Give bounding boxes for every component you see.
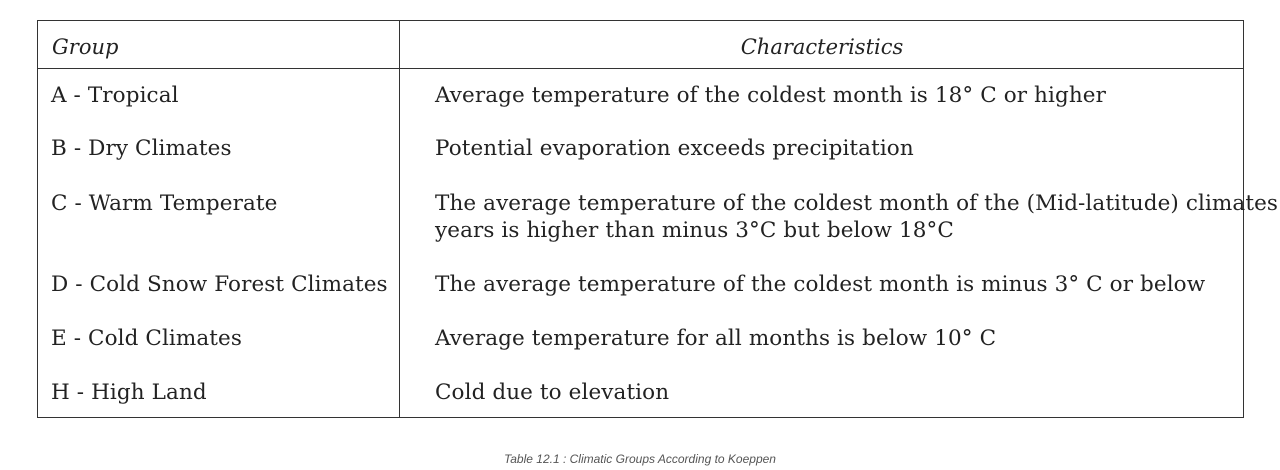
row-e-characteristics: Average temperature for all months is be… xyxy=(435,326,997,351)
row-a-group: A - Tropical xyxy=(51,83,179,108)
header-group: Group xyxy=(52,35,119,59)
row-h-group: H - High Land xyxy=(51,380,207,405)
header-characteristics: Characteristics xyxy=(740,35,904,59)
header-rule xyxy=(38,68,1243,69)
row-d-characteristics: The average temperature of the coldest m… xyxy=(435,272,1206,297)
row-d-group: D - Cold Snow Forest Climates xyxy=(51,272,388,297)
row-a-characteristics: Average temperature of the coldest month… xyxy=(435,83,1106,108)
row-c-characteristics-line-2: years is higher than minus 3°C but below… xyxy=(435,218,954,243)
row-b-group: B - Dry Climates xyxy=(51,136,232,161)
table-caption: Table 12.1 : Climatic Groups According t… xyxy=(504,452,776,466)
row-e-group: E - Cold Climates xyxy=(51,326,243,351)
row-h-characteristics: Cold due to elevation xyxy=(435,380,670,405)
row-c-group: C - Warm Temperate xyxy=(51,191,278,216)
climatic-groups-table: Group Characteristics A - Tropical Avera… xyxy=(37,20,1278,418)
row-b-characteristics: Potential evaporation exceeds precipitat… xyxy=(435,136,914,161)
row-c-characteristics-line-1: The average temperature of the coldest m… xyxy=(435,191,1279,216)
column-divider xyxy=(399,21,400,417)
